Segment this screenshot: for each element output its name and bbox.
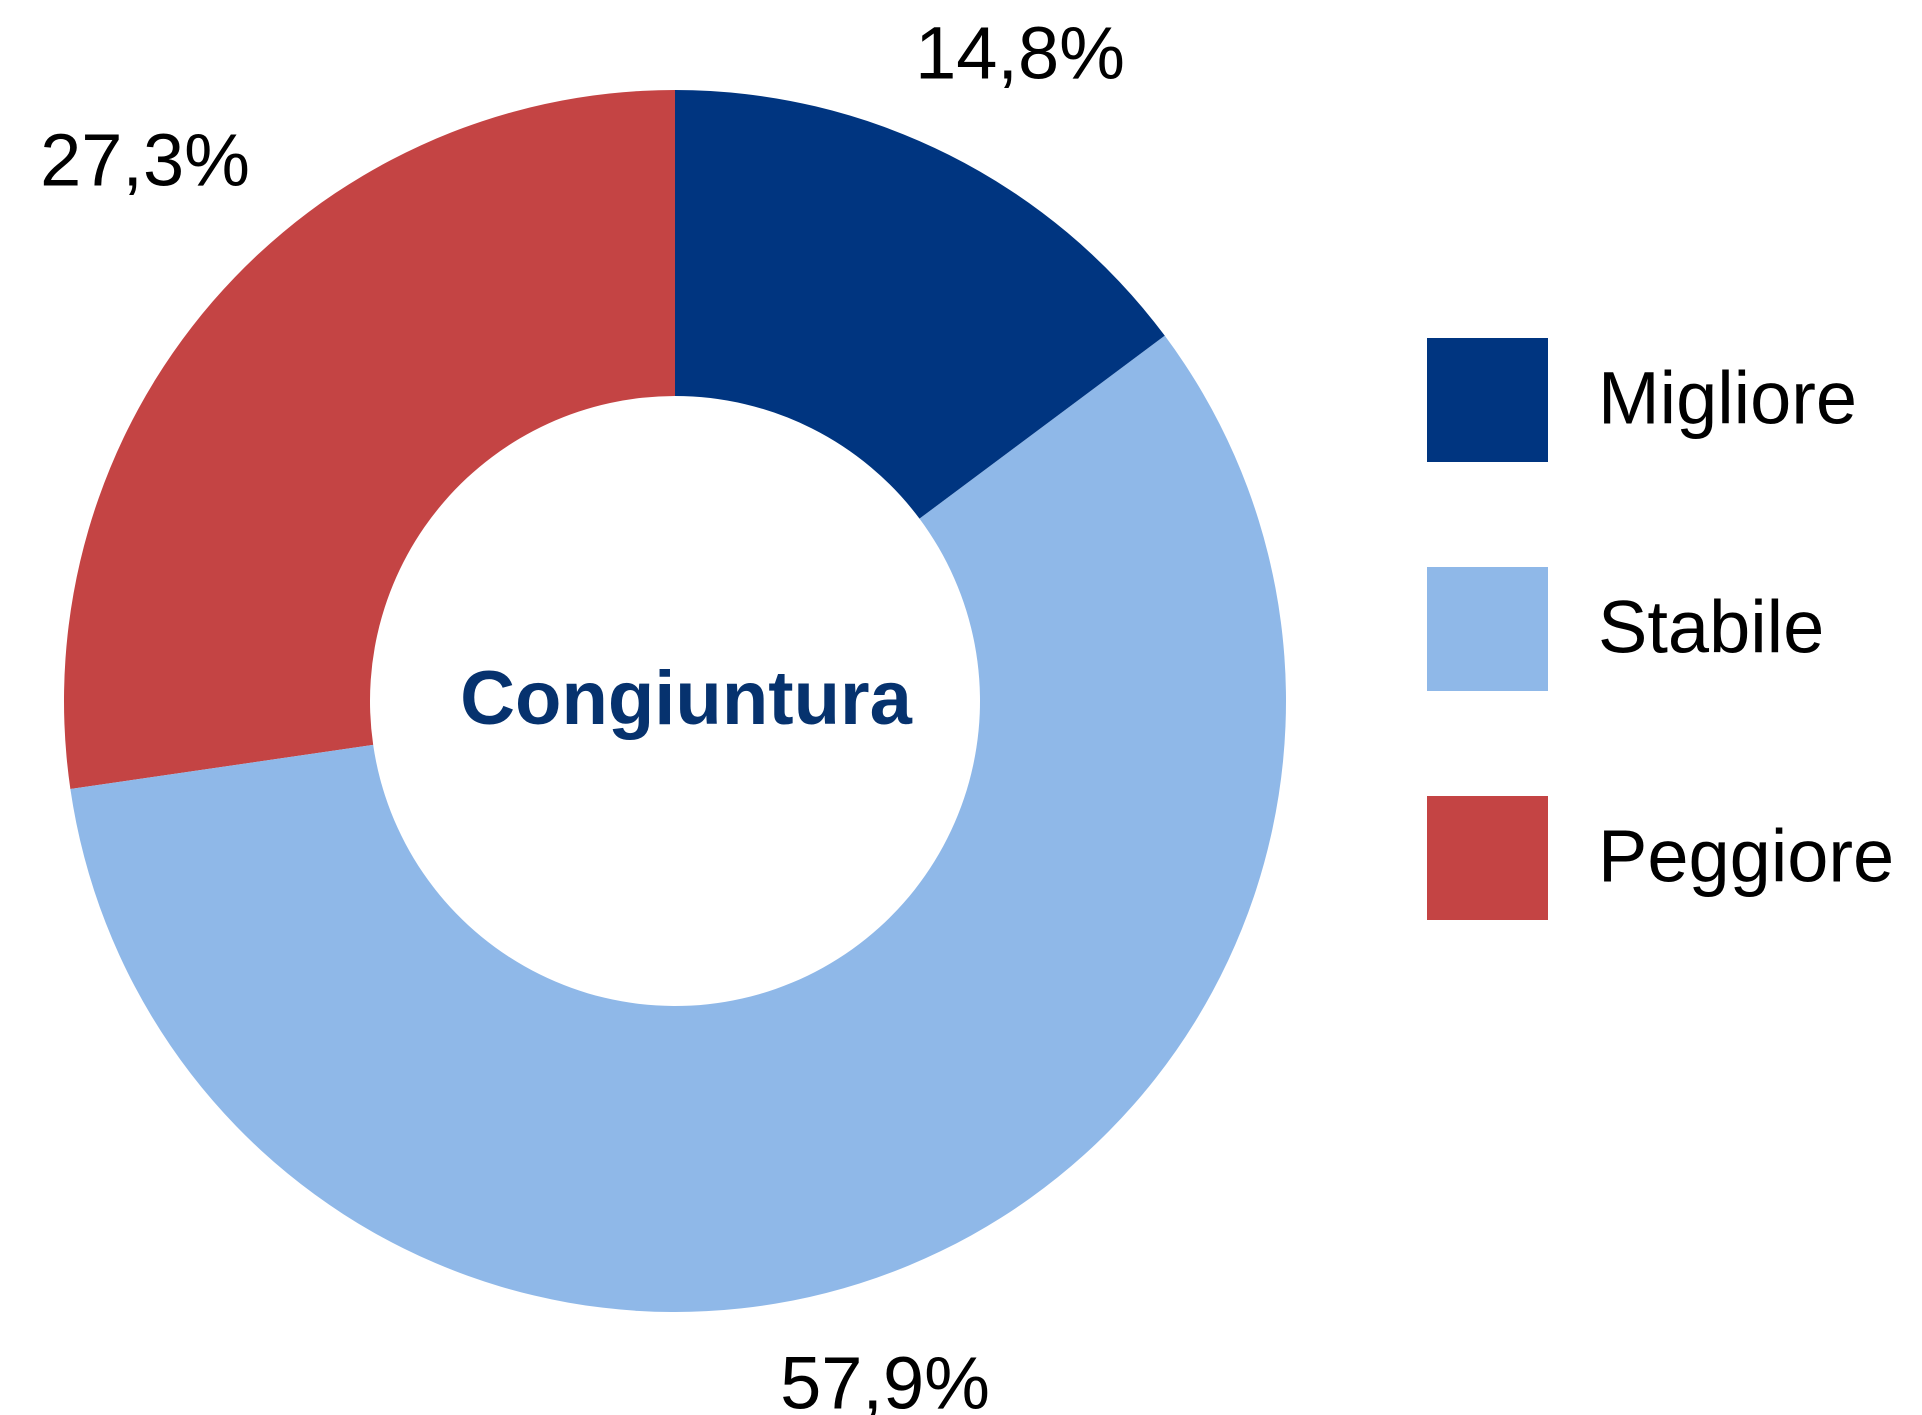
data-label: 27,3% [40,119,250,202]
legend-label: Stabile [1598,586,1824,669]
donut-slice [675,90,1165,519]
legend-swatch [1427,796,1548,920]
center-label: Congiuntura [460,656,912,741]
data-label: 57,9% [780,1342,990,1415]
data-label: 14,8% [915,12,1125,95]
legend-swatch [1427,338,1548,462]
legend-label: Migliore [1598,357,1857,440]
legend-label: Peggiore [1598,815,1894,898]
legend-swatch [1427,567,1548,691]
donut-slice [70,335,1286,1312]
donut-slice [64,90,675,789]
